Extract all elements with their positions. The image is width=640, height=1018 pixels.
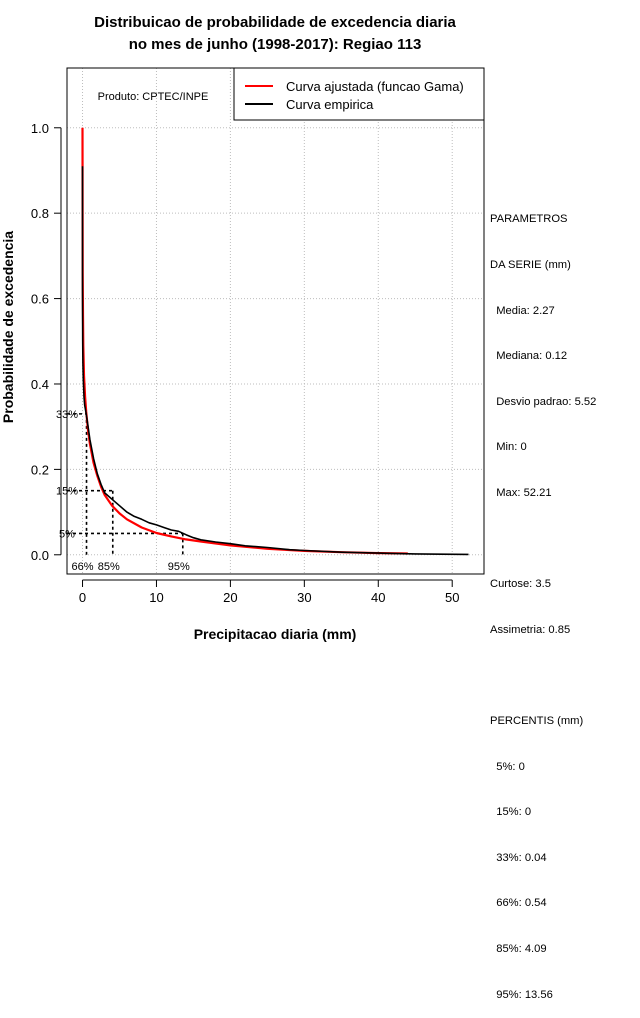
percentile-x-label: 95% (168, 561, 190, 573)
x-axis: 0 10 20 30 40 50 (79, 579, 459, 605)
panel-line: Media: 2.27 (490, 304, 555, 317)
series-line-empirical (81, 166, 469, 556)
panel-line: 33%: 0.04 (490, 851, 547, 864)
panel-line: PARAMETROS (490, 213, 568, 226)
y-tick-label: 0.2 (31, 462, 49, 477)
panel-line: 95%: 13.56 (490, 988, 553, 1001)
legend-label-fitted: Curva ajustada (funcao Gama) (286, 79, 464, 94)
chart-title: Distribuicao de probabilidade de exceden… (94, 14, 456, 53)
series-layer (81, 127, 469, 556)
grid (67, 68, 484, 574)
y-tick-label: 0.4 (31, 377, 49, 392)
percentile-x-label: 66% (72, 561, 94, 573)
parameters-panel: PARAMETROS DA SERIE (mm) Media: 2.27 Med… (490, 182, 596, 1018)
panel-line: PERCENTIS (mm) (490, 714, 584, 727)
y-tick-label: 1.0 (31, 121, 49, 136)
panel-line: Min: 0 (490, 441, 527, 454)
percentile-guides: 5%95%15%85%33%66% (56, 409, 190, 573)
panel-line: DA SERIE (mm) (490, 259, 571, 271)
percentile-x-label: 85% (98, 561, 120, 573)
y-tick-label: 0.8 (31, 206, 49, 221)
x-tick-label: 0 (79, 590, 86, 605)
panel-line: 5%: 0 (490, 760, 525, 773)
y-axis-label: Probabilidade de excedencia (0, 231, 16, 423)
panel-line: 15%: 0 (490, 806, 532, 819)
x-tick-label: 50 (445, 590, 459, 605)
plot-frame (66, 67, 485, 575)
x-tick-label: 30 (297, 590, 311, 605)
legend-box (233, 67, 485, 121)
panel-line (490, 532, 596, 547)
chart: Distribuicao de probabilidade de exceden… (0, 14, 485, 642)
y-axis: 0.0 0.2 0.4 0.6 0.8 1.0 (31, 121, 62, 563)
legend: Curva ajustada (funcao Gama) Curva empir… (233, 67, 485, 121)
panel-line: Mediana: 0.12 (490, 350, 568, 363)
y-tick-label: 0.6 (31, 292, 49, 307)
panel-line: Assimetria: 0.85 (490, 623, 571, 636)
chart-title-line-2: no mes de junho (1998-2017): Regiao 113 (129, 36, 422, 53)
x-tick-label: 40 (371, 590, 385, 605)
y-tick-label: 0.0 (31, 548, 49, 563)
panel-line (490, 668, 596, 683)
x-axis-label: Precipitacao diaria (mm) (194, 626, 357, 642)
chart-title-line-1: Distribuicao de probabilidade de exceden… (94, 14, 456, 31)
panel-line: Curtose: 3.5 (490, 578, 551, 591)
product-label: Produto: CPTEC/INPE (98, 91, 209, 103)
x-tick-label: 10 (149, 590, 163, 605)
panel-line: Desvio padrao: 5.52 (490, 395, 597, 408)
x-tick-label: 20 (223, 590, 237, 605)
panel-line: Max: 52.21 (490, 486, 552, 499)
series-line-fitted (81, 127, 408, 555)
panel-line: 66%: 0.54 (490, 897, 547, 910)
legend-label-empirical: Curva empirica (286, 97, 374, 112)
panel-line: 85%: 4.09 (490, 942, 547, 955)
